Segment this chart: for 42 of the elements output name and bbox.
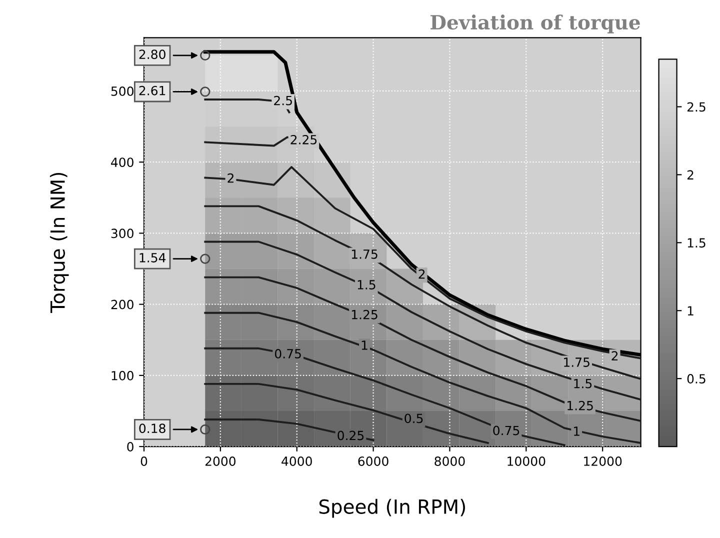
annotation: 2 (228, 173, 234, 183)
annotation: 1 (362, 340, 368, 350)
annotation: 2.5 (274, 96, 292, 106)
y-tick-label: 200 (111, 300, 134, 310)
x-tick-label: 12000 (584, 456, 622, 466)
annotation: 1.75 (352, 250, 378, 259)
annotation: 0.5 (404, 414, 423, 424)
y-tick-label: 100 (112, 370, 134, 380)
y-axis-title: Torque (In NM) (50, 172, 69, 313)
annotation: 0.75 (274, 348, 301, 358)
color-bar-label: 2 (687, 170, 694, 180)
annotation: 1.75 (564, 358, 590, 367)
y-tick-label: 400 (111, 158, 134, 168)
annotation: 0.18 (139, 424, 166, 434)
annotation: 2 (612, 351, 618, 360)
x-axis-title: Speed (In RPM) (319, 498, 466, 518)
x-tick-label: 10000 (508, 456, 546, 466)
y-tick-label: 0 (127, 442, 134, 452)
x-tick-label: 0 (140, 456, 148, 466)
color-bar-label: 2.5 (687, 102, 706, 112)
annotation: 1.5 (358, 280, 376, 290)
annotation: 1.5 (574, 379, 592, 388)
y-tick-label: 300 (111, 228, 134, 238)
annotation: 2 (418, 269, 425, 279)
annotation: 0.25 (338, 430, 364, 440)
color-bar-label: 1 (688, 306, 694, 316)
color-bar-label: 1.5 (688, 238, 706, 248)
annotation: 1.25 (352, 310, 378, 320)
annotation: 1.25 (567, 400, 593, 410)
x-tick-label: 8000 (434, 456, 465, 466)
color-bar-label: 0.5 (687, 374, 706, 384)
x-tick-label: 6000 (358, 456, 388, 466)
annotation: 1.54 (140, 253, 166, 262)
annotation: 0.75 (493, 426, 520, 436)
annotation: 1 (574, 426, 580, 436)
chart-title: Deviation of torque (430, 14, 640, 34)
x-tick-label: 2000 (205, 456, 236, 466)
annotation: 2.25 (290, 134, 317, 144)
y-tick-label: 500 (111, 86, 134, 96)
annotation: 2.80 (139, 50, 166, 60)
annotation: 2.61 (139, 86, 166, 96)
x-tick-label: 4000 (282, 456, 312, 466)
